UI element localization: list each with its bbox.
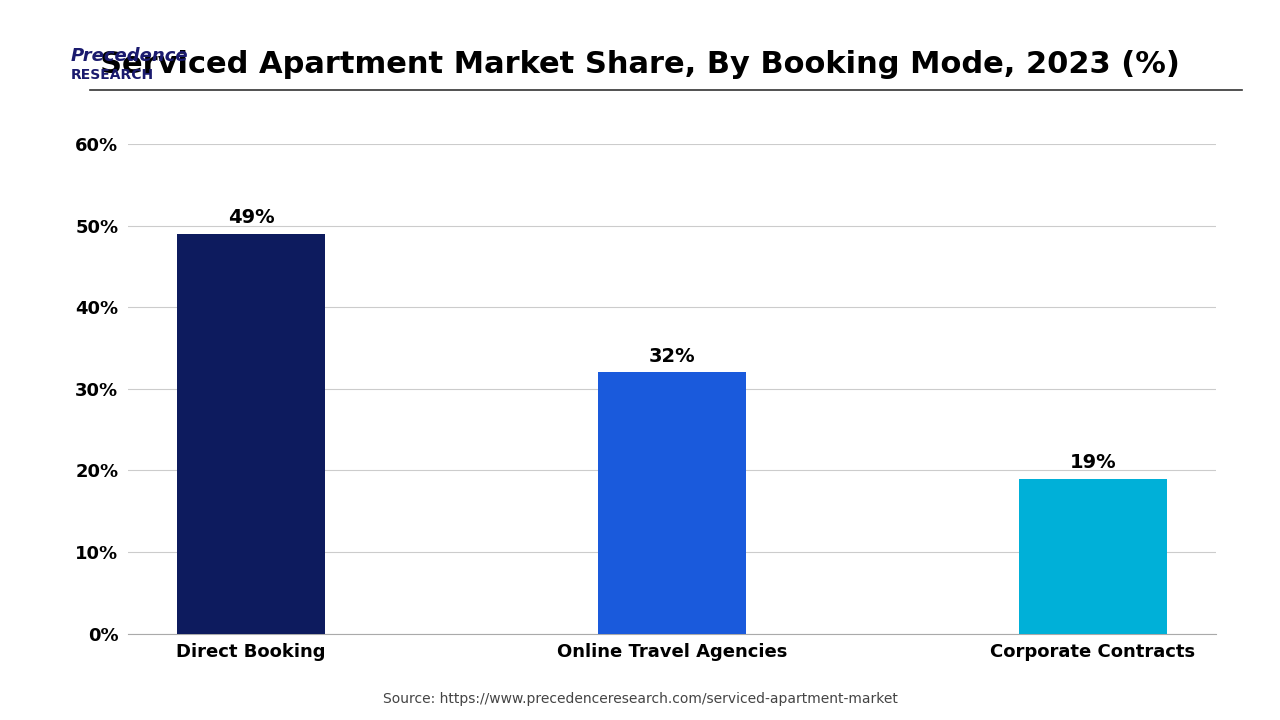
Text: Serviced Apartment Market Share, By Booking Mode, 2023 (%): Serviced Apartment Market Share, By Book… xyxy=(100,50,1180,79)
Text: 49%: 49% xyxy=(228,208,274,228)
Text: 19%: 19% xyxy=(1070,453,1116,472)
Bar xyxy=(178,234,325,634)
Text: 32%: 32% xyxy=(649,347,695,366)
Bar xyxy=(1019,479,1166,634)
Bar xyxy=(598,372,746,634)
Text: Source: https://www.precedenceresearch.com/serviced-apartment-market: Source: https://www.precedenceresearch.c… xyxy=(383,692,897,706)
Text: RESEARCH: RESEARCH xyxy=(70,68,154,82)
Text: Precedence: Precedence xyxy=(70,47,188,65)
